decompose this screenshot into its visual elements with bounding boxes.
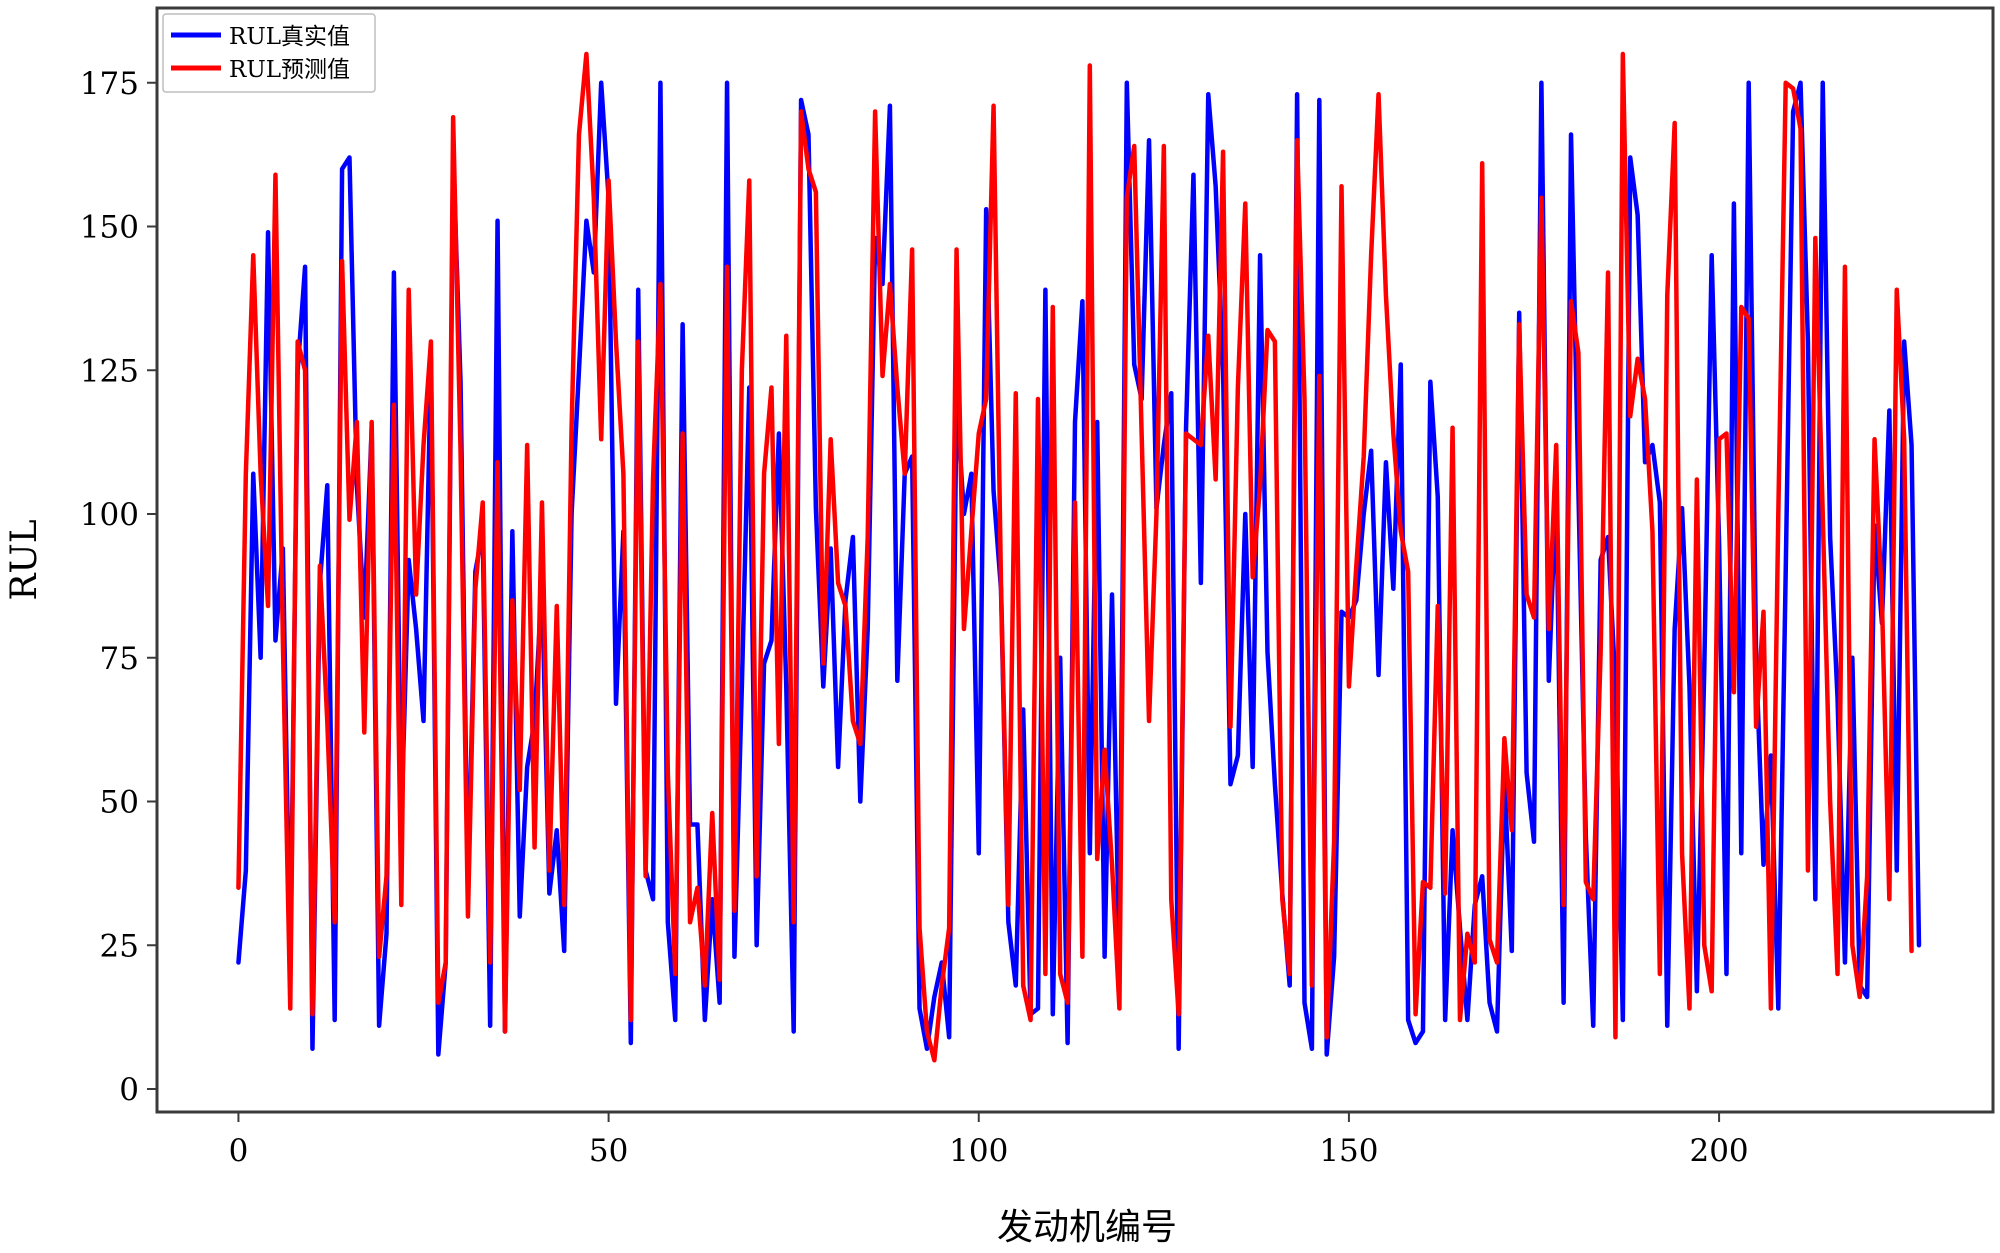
x-tick-label: 150 [1319, 1133, 1378, 1169]
series-line-true-rul [236, 80, 1922, 1057]
plot-area-frame [155, 6, 1995, 1114]
y-tick-label: 150 [80, 210, 139, 246]
y-tick-label: 50 [100, 785, 139, 821]
tick-layer: 0 50 100 150 200 0 25 50 75 100 125 150 175 [80, 66, 1749, 1169]
y-tick-label: 75 [100, 641, 139, 677]
y-tick-label: 175 [80, 66, 139, 102]
legend-label-predicted-rul: RUL预测值 [229, 57, 350, 83]
y-axis-title: RUL [4, 519, 45, 600]
series-line-predicted-rul [236, 51, 1914, 1063]
x-tick-label: 200 [1689, 1133, 1748, 1169]
y-tick-label: 0 [119, 1072, 139, 1108]
legend-label-true-rul: RUL真实值 [229, 24, 350, 50]
y-tick-label: 125 [80, 353, 139, 389]
series-layer [236, 51, 1922, 1063]
x-tick-label: 0 [229, 1133, 249, 1169]
x-tick-label: 50 [589, 1133, 628, 1169]
legend: RUL真实值 RUL预测值 [162, 13, 376, 93]
y-tick-label: 100 [80, 497, 139, 533]
x-axis-title: 发动机编号 [997, 1207, 1177, 1248]
x-tick-label: 100 [949, 1133, 1008, 1169]
y-tick-label: 25 [100, 928, 139, 964]
